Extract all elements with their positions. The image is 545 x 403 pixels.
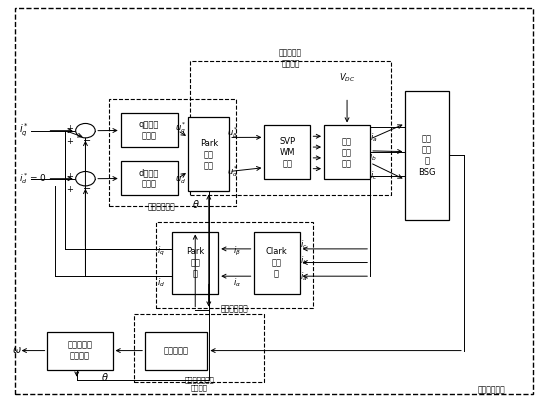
Text: $i_q$: $i_q$ <box>158 245 165 258</box>
Text: $u_d^*$: $u_d^*$ <box>174 171 186 186</box>
Text: $i_b$: $i_b$ <box>370 150 377 163</box>
Text: $\theta$: $\theta$ <box>192 198 199 210</box>
Text: SVP
WM
模块: SVP WM 模块 <box>280 137 295 168</box>
Text: $i_c$: $i_c$ <box>300 238 308 251</box>
Circle shape <box>76 123 95 138</box>
Text: +: + <box>66 137 72 146</box>
Text: 扩展逆变器
控制模块: 扩展逆变器 控制模块 <box>279 48 302 68</box>
Text: Park
逆变
换器: Park 逆变 换器 <box>199 139 218 170</box>
Text: 电压
源逆
变器: 电压 源逆 变器 <box>342 137 352 168</box>
Text: $u_q^*$: $u_q^*$ <box>174 121 186 136</box>
FancyBboxPatch shape <box>120 162 178 195</box>
Text: +: + <box>66 124 72 133</box>
FancyBboxPatch shape <box>47 332 113 370</box>
Text: 电流检测模块: 电流检测模块 <box>221 304 249 313</box>
Text: +: + <box>66 185 72 194</box>
FancyBboxPatch shape <box>189 117 229 191</box>
FancyBboxPatch shape <box>253 231 300 293</box>
Text: $i_a$: $i_a$ <box>300 271 308 283</box>
Text: $i_b$: $i_b$ <box>300 254 308 267</box>
Text: $i_c$: $i_c$ <box>370 169 377 182</box>
Text: 速度和角度
计算部分: 速度和角度 计算部分 <box>68 341 93 361</box>
Text: d轴电流
调节器: d轴电流 调节器 <box>139 168 159 189</box>
Text: $i_\beta$: $i_\beta$ <box>233 245 241 258</box>
Text: $\omega$: $\omega$ <box>11 345 21 355</box>
Circle shape <box>76 172 95 186</box>
Text: $V_{DC}$: $V_{DC}$ <box>338 72 355 85</box>
FancyBboxPatch shape <box>405 91 449 220</box>
Text: $\theta$: $\theta$ <box>100 371 108 383</box>
Text: q轴电流
调节器: q轴电流 调节器 <box>139 120 159 141</box>
Text: 位置传感器: 位置传感器 <box>164 346 189 355</box>
Text: $i_\alpha$: $i_\alpha$ <box>233 277 241 289</box>
FancyBboxPatch shape <box>120 114 178 147</box>
Text: Park
变换
器: Park 变换 器 <box>186 247 204 278</box>
Text: $u_\beta^*$: $u_\beta^*$ <box>227 126 238 141</box>
Text: −: − <box>83 136 91 146</box>
Text: 速度角度检测与
计算模块: 速度角度检测与 计算模块 <box>184 376 214 391</box>
Text: 混合
动力
车
BSG: 混合 动力 车 BSG <box>418 134 436 177</box>
Text: 复合被控对象: 复合被控对象 <box>478 385 506 394</box>
Text: $i_d^*=0$: $i_d^*=0$ <box>19 171 46 186</box>
Text: $u_\alpha^*$: $u_\alpha^*$ <box>227 164 238 179</box>
Text: $i_a$: $i_a$ <box>370 131 377 144</box>
FancyBboxPatch shape <box>324 125 370 179</box>
FancyBboxPatch shape <box>145 332 208 370</box>
FancyBboxPatch shape <box>264 125 311 179</box>
Text: +: + <box>66 172 72 181</box>
Text: Clark
变换
器: Clark 变换 器 <box>266 247 287 278</box>
Text: −: − <box>83 184 91 194</box>
Text: 电流控制模块: 电流控制模块 <box>148 203 175 212</box>
Text: $i_d$: $i_d$ <box>158 277 165 289</box>
Text: $i_q^*$: $i_q^*$ <box>19 122 29 139</box>
FancyBboxPatch shape <box>172 231 219 293</box>
